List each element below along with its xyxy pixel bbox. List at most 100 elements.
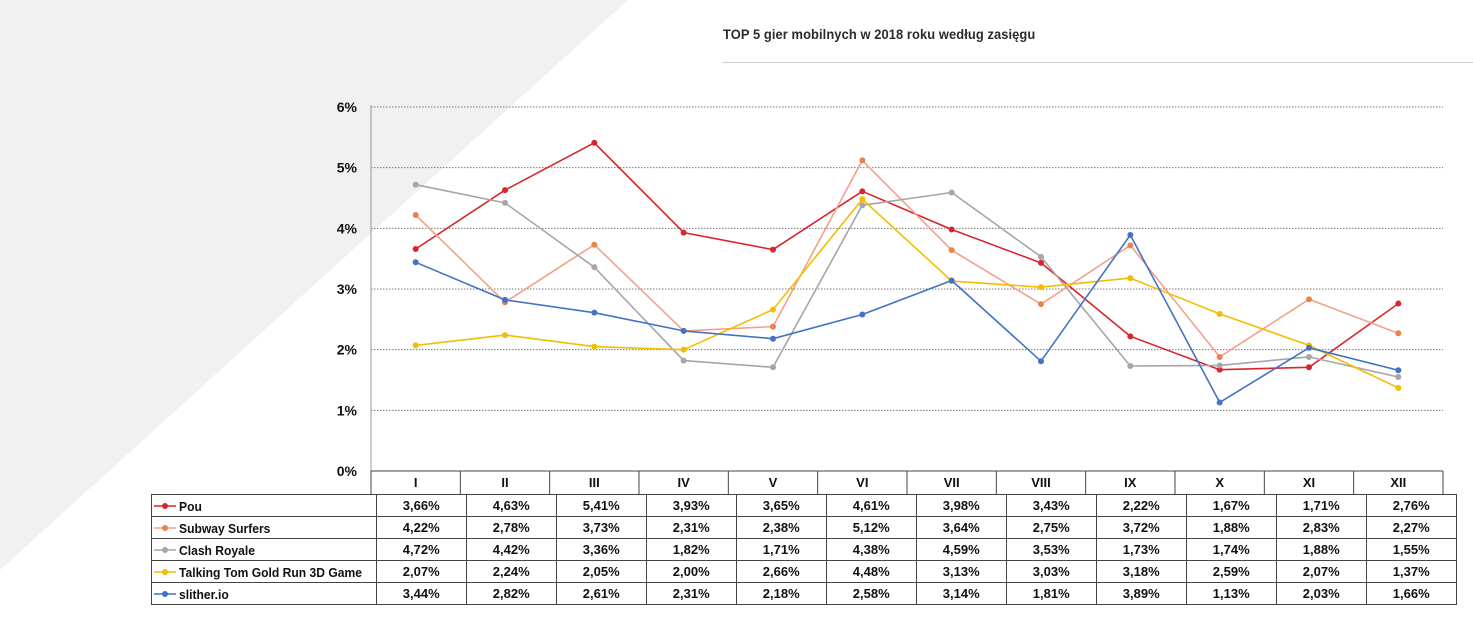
data-point [948,189,955,196]
x-tick-label: XI [1303,475,1315,490]
data-point [859,202,866,209]
data-point [591,241,598,248]
data-point [1127,242,1134,249]
data-point [1038,253,1044,260]
data-point [412,211,419,218]
data-point [1038,301,1044,308]
table-cell: 3,98% [915,494,1007,517]
data-point [1306,364,1312,371]
table-cell: 2,03% [1275,582,1367,605]
data-point [948,247,955,254]
series-name: Talking Tom Gold Run 3D Game [179,564,362,580]
table-cell: 3,03% [1005,560,1097,583]
series-name: Subway Surfers [179,520,271,536]
table-cell: 2,31% [645,516,737,539]
data-point [591,343,598,350]
table-row: Clash Royale 4,72% 4,42% 3,36% 1,82% 1,71% 4,3… [151,538,1457,561]
row-label: Pou [151,494,377,517]
chart-title: TOP 5 gier mobilnych w 2018 roku według … [723,26,1036,42]
table-cell: 2,27% [1365,516,1457,539]
table-row: Talking Tom Gold Run 3D Game 2,07% 2,24% 2,… [151,560,1457,583]
data-point [412,245,419,252]
x-tick-label: VI [856,475,868,490]
table-cell: 1,74% [1185,538,1277,561]
table-cell: 2,78% [465,516,557,539]
x-tick-label: II [501,475,508,490]
row-label: slither.io [151,582,377,605]
table-cell: 2,83% [1275,516,1367,539]
table-cell: 4,38% [825,538,917,561]
row-label: Talking Tom Gold Run 3D Game [151,560,377,583]
table-cell: 3,13% [915,560,1007,583]
table-cell: 3,66% [375,494,467,517]
series-line [415,183,1399,378]
data-point [1216,366,1223,373]
table-cell: 4,72% [375,538,467,561]
table-cell: 2,18% [735,582,827,605]
data-point [1127,275,1134,282]
data-point [502,187,508,194]
row-label: Subway Surfers [151,516,377,539]
data-point [502,296,508,303]
series-name: Clash Royale [179,542,255,558]
row-label: Clash Royale [151,538,377,561]
x-tick-label: IX [1124,475,1137,490]
y-tick-label: 3% [337,281,358,297]
legend-key [154,589,176,599]
table-cell: 2,24% [465,560,557,583]
data-point [1306,344,1312,351]
table-cell: 3,43% [1005,494,1097,517]
table-cell: 1,37% [1365,560,1457,583]
data-point [591,309,598,316]
data-point [859,196,866,203]
data-point [1038,284,1044,291]
table-cell: 4,22% [375,516,467,539]
data-point [1216,310,1223,317]
table-cell: 2,59% [1185,560,1277,583]
x-tick-label: III [589,475,600,490]
data-point [680,229,687,236]
series-line [415,142,1399,371]
table-row: slither.io 3,44% 2,82% 2,61% 2,31% 2,18% 2,58%… [151,582,1457,605]
data-point [770,335,776,342]
data-point [1216,399,1223,406]
table-cell: 2,66% [735,560,827,583]
data-point [1127,363,1134,370]
data-point [1395,330,1402,337]
table-cell: 3,18% [1095,560,1187,583]
data-point [1395,384,1402,391]
table-cell: 3,36% [555,538,647,561]
table-cell: 2,38% [735,516,827,539]
data-point [1216,353,1223,360]
table-cell: 4,48% [825,560,917,583]
data-table: Pou 3,66% 4,63% 5,41% 3,93% 3,65% 4,61% 3,98% 3,… [151,494,1457,605]
x-tick-label: V [769,475,778,490]
axes: I II III IV V VI VII VIII IX X XI XII [370,105,1444,494]
series-name: slither.io [179,586,229,602]
data-point [859,157,866,164]
table-cell: 2,07% [375,560,467,583]
data-point [1395,300,1402,307]
legend-key [154,567,176,577]
table-cell: 5,12% [825,516,917,539]
y-tick-label: 6% [337,99,358,115]
table-cell: 2,61% [555,582,647,605]
table-cell: 2,22% [1095,494,1187,517]
data-point [502,332,508,339]
x-tick-label: IV [678,475,691,490]
table-cell: 1,71% [1275,494,1367,517]
y-tick-label: 0% [337,463,358,479]
data-point [1306,296,1312,303]
data-point [591,264,598,271]
table-cell: 3,72% [1095,516,1187,539]
table-cell: 3,73% [555,516,647,539]
table-cell: 2,05% [555,560,647,583]
data-point [770,306,776,313]
series-lines [412,139,1402,406]
series-line [415,234,1399,404]
series-line [415,159,1399,358]
x-tick-label: X [1215,475,1224,490]
data-point [502,199,508,206]
